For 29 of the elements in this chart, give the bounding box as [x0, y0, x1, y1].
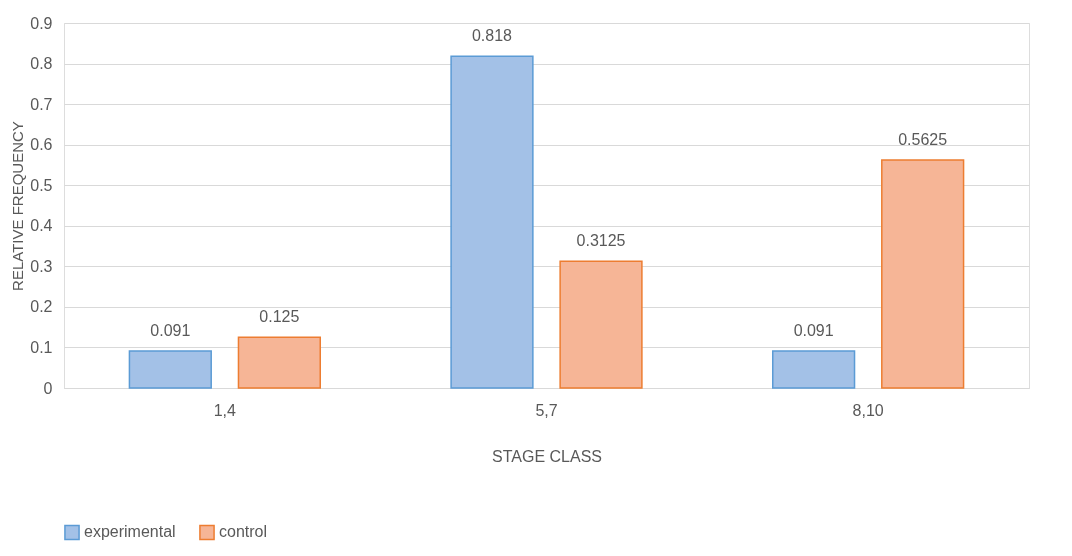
y-axis-title: RELATIVE FREQUENCY — [9, 121, 27, 291]
y-tick-label: 0.1 — [30, 338, 53, 356]
x-axis-title: STAGE CLASS — [492, 447, 602, 465]
bar — [559, 260, 643, 389]
legend-label: control — [219, 523, 268, 541]
x-tick-label: 8,10 — [852, 401, 884, 419]
bar — [128, 350, 212, 389]
y-tick-label: 0.4 — [30, 217, 53, 235]
bar — [237, 336, 321, 389]
y-tick-label: 0.8 — [30, 55, 53, 73]
x-tick-label: 1,4 — [213, 401, 237, 419]
y-tick-label: 0.9 — [30, 14, 53, 32]
data-label: 0.125 — [259, 308, 300, 326]
data-label: 0.091 — [150, 322, 191, 340]
data-label: 0.818 — [471, 27, 513, 45]
data-label: 0.091 — [793, 322, 834, 340]
x-tick-label: 5,7 — [535, 401, 558, 419]
y-tick-label: 0.6 — [30, 136, 53, 154]
y-tick-label: 0 — [43, 379, 53, 397]
y-tick-label: 0.7 — [30, 95, 53, 113]
y-tick-label: 0.2 — [30, 298, 53, 316]
y-tick-label: 0.5 — [30, 176, 53, 194]
bar — [772, 350, 856, 389]
data-label: 0.5625 — [898, 130, 948, 148]
bar — [881, 159, 965, 389]
bar — [450, 55, 534, 389]
legend-label: experimental — [84, 523, 176, 541]
data-label: 0.3125 — [576, 232, 626, 250]
y-tick-label: 0.3 — [30, 257, 53, 275]
